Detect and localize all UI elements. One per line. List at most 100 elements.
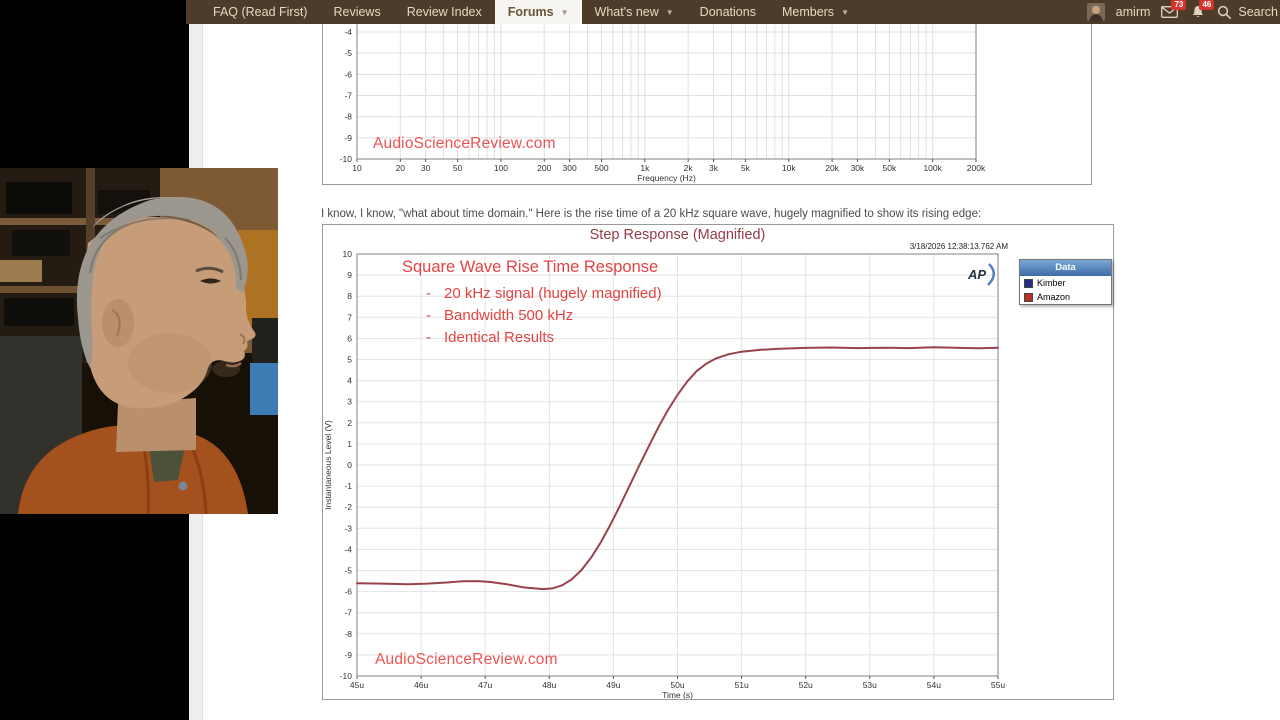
svg-text:Frequency (Hz): Frequency (Hz) [637, 173, 696, 183]
nav-item-label: Members [781, 5, 835, 19]
svg-text:100k: 100k [923, 163, 942, 173]
annotation-bullet: - 20 kHz signal (hugely magnified) [426, 285, 662, 302]
alerts-count-badge: 46 [1199, 0, 1215, 10]
svg-text:51u: 51u [735, 680, 749, 690]
svg-text:54u: 54u [927, 680, 941, 690]
svg-text:49u: 49u [606, 680, 620, 690]
svg-text:-6: -6 [344, 587, 352, 597]
nav-user-area: amirm 73 46 Search [1086, 0, 1280, 24]
svg-text:9: 9 [347, 270, 352, 280]
watermark: AudioScienceReview.com [375, 651, 558, 668]
nav-item-reviews[interactable]: Reviews [320, 0, 393, 24]
svg-text:100: 100 [494, 163, 508, 173]
svg-text:20k: 20k [825, 163, 839, 173]
annotation-bullet: - Bandwidth 500 kHz [426, 307, 574, 324]
svg-text:Instantaneous Level (V): Instantaneous Level (V) [323, 420, 333, 510]
nav-item-review-index[interactable]: Review Index [394, 0, 495, 24]
svg-text:-8: -8 [344, 629, 352, 639]
svg-text:50u: 50u [670, 680, 684, 690]
svg-text:10: 10 [352, 163, 362, 173]
svg-text:-5: -5 [344, 566, 352, 576]
step-response-chart-image[interactable]: -10 -9 -8 -7 -6 -5 -4 -3 -2 -1 0 1 2 3 4 5 6 7 8 9 10 45u 46u 4… [322, 224, 1114, 700]
chevron-down-icon[interactable]: ▼ [665, 7, 674, 17]
svg-text:-10: -10 [340, 671, 353, 681]
svg-text:53u: 53u [863, 680, 877, 690]
annotation-bullet: - Identical Results [426, 329, 555, 346]
svg-text:500: 500 [594, 163, 608, 173]
legend-swatch-amazon [1024, 292, 1033, 302]
nav-item-forums[interactable]: Forums ▼ [494, 0, 582, 24]
svg-text:-6: -6 [344, 69, 352, 79]
svg-text:-3: -3 [344, 523, 352, 533]
svg-text:-7: -7 [344, 608, 352, 618]
svg-text:5: 5 [347, 355, 352, 365]
legend-entry: Kimber [1020, 276, 1111, 290]
svg-text:48u: 48u [542, 680, 556, 690]
svg-text:52u: 52u [799, 680, 813, 690]
svg-text:0: 0 [347, 460, 352, 470]
svg-text:45u: 45u [350, 680, 364, 690]
legend-entry: Amazon [1020, 290, 1111, 304]
svg-text:47u: 47u [478, 680, 492, 690]
svg-text:-4: -4 [344, 544, 352, 554]
forum-nav-bar: FAQ (Read First) Reviews Review Index Fo… [186, 0, 1280, 24]
nav-item-donations[interactable]: Donations [687, 0, 769, 24]
svg-text:-10: -10 [340, 154, 353, 164]
svg-text:8: 8 [347, 291, 352, 301]
svg-text:4: 4 [347, 376, 352, 386]
svg-text:46u: 46u [414, 680, 428, 690]
svg-text:200: 200 [537, 163, 551, 173]
svg-text:-7: -7 [344, 91, 352, 101]
chevron-down-icon[interactable]: ▼ [841, 7, 849, 17]
alerts-button[interactable]: 46 [1189, 0, 1215, 20]
svg-text:-9: -9 [344, 133, 352, 143]
svg-text:-4: -4 [344, 27, 352, 37]
svg-text:50k: 50k [882, 163, 896, 173]
svg-text:-8: -8 [344, 112, 352, 122]
svg-text:10k: 10k [782, 163, 796, 173]
search-button[interactable]: Search [1217, 5, 1278, 20]
svg-text:300: 300 [562, 163, 576, 173]
chevron-down-icon[interactable]: ▼ [560, 7, 569, 17]
legend-swatch-kimber [1024, 278, 1033, 288]
ap-logo: AP [965, 261, 1001, 289]
inbox-button[interactable]: 73 [1161, 0, 1187, 20]
chart-legend: Data Kimber Amazon [1019, 259, 1112, 305]
webcam-overlay [0, 168, 278, 515]
svg-text:1k: 1k [640, 163, 650, 173]
svg-text:Time (s): Time (s) [662, 690, 693, 699]
svg-text:7: 7 [347, 312, 352, 322]
svg-text:-9: -9 [344, 650, 352, 660]
nav-item-members[interactable]: Members ▼ [769, 0, 862, 24]
svg-text:20: 20 [396, 163, 406, 173]
svg-text:30: 30 [421, 163, 431, 173]
avatar[interactable] [1086, 3, 1105, 21]
post-paragraph: I know, I know, "what about time domain.… [321, 208, 982, 220]
nav-item-label: Forums [507, 5, 554, 19]
svg-text:55u: 55u [991, 680, 1005, 690]
presenter-illustration [0, 168, 278, 515]
nav-item-label: Donations [699, 5, 756, 19]
nav-item-label: FAQ (Read First) [213, 5, 308, 19]
svg-text:6: 6 [347, 333, 352, 343]
nav-item-label: What's new [594, 5, 659, 19]
svg-text:-2: -2 [344, 502, 352, 512]
username[interactable]: amirm [1115, 5, 1151, 19]
svg-text:3: 3 [347, 397, 352, 407]
svg-text:AP: AP [967, 267, 986, 282]
svg-text:1: 1 [347, 439, 352, 449]
search-label: Search [1238, 5, 1278, 19]
nav-item-faq[interactable]: FAQ (Read First) [200, 0, 320, 24]
nav-item-label: Review Index [406, 5, 482, 19]
inbox-count-badge: 73 [1171, 0, 1187, 10]
search-icon [1218, 5, 1232, 19]
chart-timestamp: 3/18/2026 12:38:13.762 AM [909, 242, 1008, 251]
frequency-response-chart-image[interactable]: -4 -5 -6 -7 -8 -9 -10 10 20 30 50 100 200 300 500 1k 2k 3… [322, 24, 1092, 185]
watermark: AudioScienceReview.com [373, 135, 556, 152]
nav-item-whats-new[interactable]: What's new ▼ [582, 0, 687, 24]
nav-item-label: Reviews [333, 5, 381, 19]
svg-text:2k: 2k [684, 163, 694, 173]
